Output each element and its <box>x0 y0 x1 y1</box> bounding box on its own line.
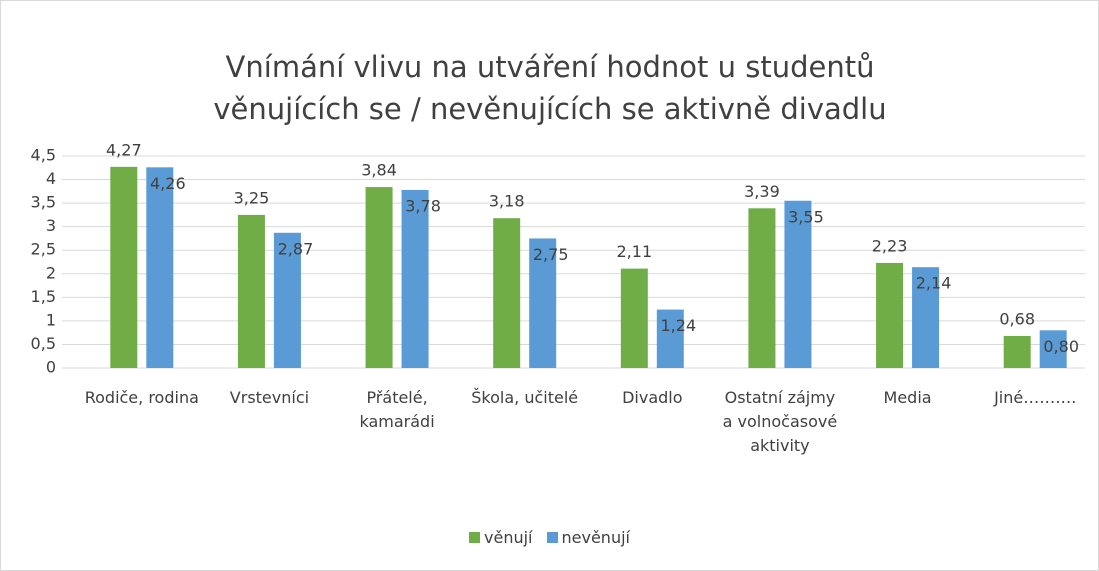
data-label: 3,18 <box>489 192 525 211</box>
data-label: 4,27 <box>106 140 142 159</box>
data-label: 4,26 <box>150 174 186 193</box>
legend-swatch <box>546 532 558 543</box>
bar <box>529 238 557 368</box>
y-tick-label: 4,5 <box>31 146 56 165</box>
data-label: 1,24 <box>661 316 697 335</box>
data-label: 3,78 <box>405 196 441 215</box>
bar <box>273 232 301 368</box>
bar <box>748 208 776 368</box>
y-tick-label: 3,5 <box>31 193 56 212</box>
data-label: 3,55 <box>788 207 824 226</box>
y-tick-label: 1 <box>46 310 56 329</box>
data-label: 0,68 <box>999 309 1035 328</box>
x-tick-label: Jiné………. <box>994 388 1077 407</box>
data-label: 2,87 <box>278 239 314 258</box>
data-label: 3,25 <box>234 188 270 207</box>
bar <box>401 189 429 368</box>
bar <box>876 262 904 368</box>
data-label: 2,23 <box>872 236 908 255</box>
data-label: 2,11 <box>617 242 653 261</box>
bar <box>656 309 684 368</box>
y-tick-label: 2 <box>46 263 56 282</box>
bar <box>620 268 648 368</box>
x-tick-label: Ostatní zájmy a volnočasové aktivity <box>722 388 838 455</box>
x-tick-label: Rodiče, rodina <box>84 388 199 407</box>
bar <box>237 214 265 368</box>
data-label: 0,80 <box>1043 337 1079 356</box>
chart-title: Vnímání vlivu na utváření hodnot u stude… <box>213 50 887 126</box>
data-label: 3,84 <box>361 161 397 180</box>
legend-label: nevěnují <box>561 528 630 547</box>
legend: věnují nevěnují <box>0 528 1099 547</box>
data-label: 2,75 <box>533 245 569 264</box>
x-tick-label: Divadlo <box>622 388 683 407</box>
legend-item: věnují <box>469 528 533 547</box>
legend-swatch <box>469 532 481 543</box>
legend-item: nevěnují <box>546 528 630 547</box>
y-tick-label: 4 <box>46 169 56 188</box>
y-tick-label: 0,5 <box>31 334 56 353</box>
bar <box>110 166 138 368</box>
bar <box>1039 330 1067 368</box>
x-tick-label: Škola, učitelé <box>471 388 579 407</box>
data-label: 3,39 <box>744 182 780 201</box>
x-tick-label: Přátelé, kamarádi <box>359 388 435 431</box>
bar <box>493 218 521 368</box>
x-tick-label: Vrstevníci <box>229 388 310 407</box>
legend-label: věnují <box>484 528 533 547</box>
y-tick-label: 2,5 <box>31 240 56 259</box>
y-tick-label: 3 <box>46 216 56 235</box>
bar <box>146 167 174 368</box>
x-tick-label: Media <box>883 388 932 407</box>
y-tick-label: 0 <box>46 358 56 377</box>
bar <box>912 267 940 368</box>
y-tick-label: 1,5 <box>31 287 56 306</box>
bar <box>784 200 812 368</box>
data-label: 2,14 <box>916 274 952 293</box>
bar <box>1003 335 1031 368</box>
bar <box>365 187 393 368</box>
